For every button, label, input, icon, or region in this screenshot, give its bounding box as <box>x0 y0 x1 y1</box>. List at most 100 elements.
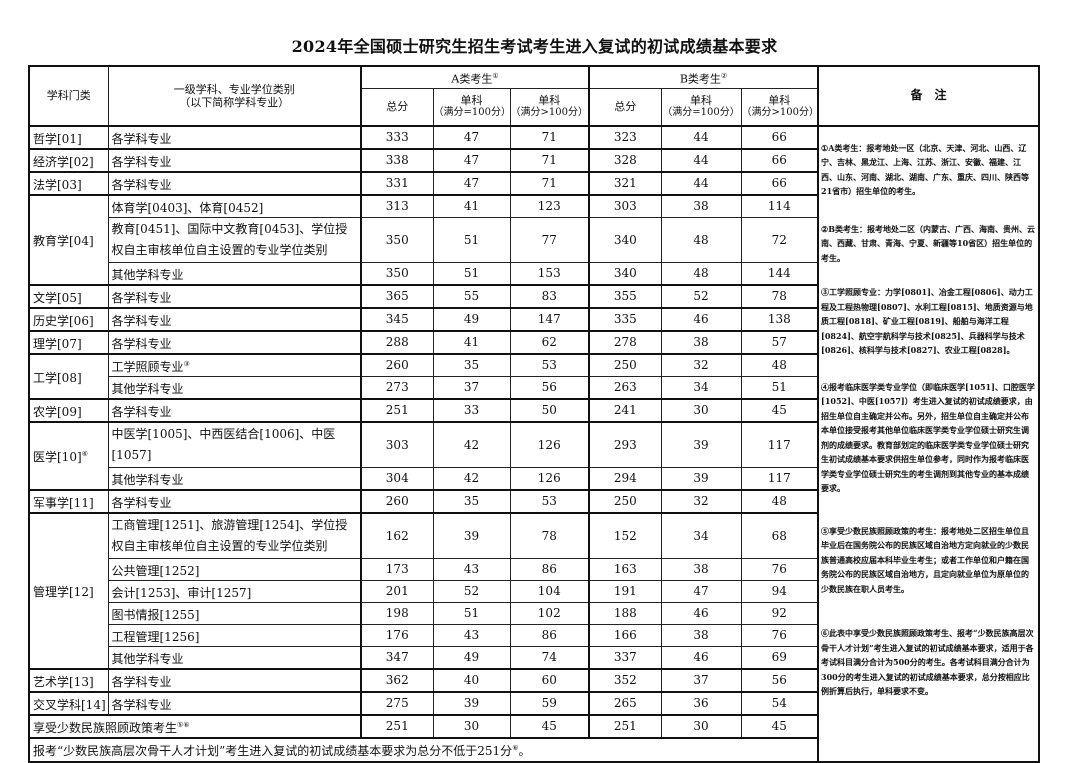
major-cell: 公共管理[1252] <box>107 557 362 581</box>
a-single-over100-cell: 102 <box>509 601 591 625</box>
major-label: 其他学科专业 <box>111 651 184 666</box>
b-total-cell: 251 <box>588 714 662 739</box>
table-row: 交叉学科[14] 各学科专业 275 39 59 265 36 54 <box>28 691 1039 716</box>
minority-label: 享受少数民族照顾政策考生 <box>33 720 178 735</box>
b-single-100-cell: 38 <box>660 557 742 581</box>
major-label: 教育[0451]、国际中文教育[0453]、学位授权自主审核单位自主设置的专业学… <box>111 222 348 257</box>
b-single-100-cell: 48 <box>660 216 742 263</box>
b-single-100-cell: 37 <box>660 668 742 693</box>
a-single-100-cell: 42 <box>432 466 511 491</box>
b-single-100-cell: 34 <box>660 512 742 559</box>
major-label: 其他学科专业 <box>111 472 184 487</box>
category-footnote: ④ <box>81 450 88 458</box>
a-single-100-cell: 42 <box>432 421 511 468</box>
b-total-cell: 163 <box>588 557 662 581</box>
header-remarks: 备 注 <box>817 65 1040 126</box>
a-single-100-cell: 33 <box>432 398 511 423</box>
b-single-over100-cell: 66 <box>740 148 819 173</box>
a-single-100-cell: 51 <box>432 601 511 625</box>
major-label: 工商管理[1251]、旅游管理[1254]、学位授权自主审核单位自主设置的专业学… <box>111 518 348 553</box>
b-total-cell: 352 <box>588 668 662 693</box>
b-single-over100-cell: 45 <box>740 398 819 423</box>
table-row: 管理学[12] 工商管理[1251]、旅游管理[1254]、学位授权自主审核单位自… <box>28 512 1039 670</box>
major-cell: 各学科专业 <box>107 171 362 196</box>
group-a-label: A类考生 <box>451 72 493 86</box>
table-row: 历史学[06] 各学科专业 345 49 147 335 46 138 <box>28 307 1039 332</box>
b-single-100-cell: 44 <box>660 171 742 196</box>
major-label: 各学科专业 <box>111 336 172 351</box>
header-single-note: （满分=100分） <box>662 107 740 119</box>
header-major-line2: （以下简称学科专业） <box>179 95 290 109</box>
remark-note: ④报考临床医学类专业学位（即临床医学[1051]、口腔医学[1052]、中医[1… <box>821 381 1035 494</box>
b-single-over100-cell: 76 <box>740 557 819 581</box>
a-total-cell: 304 <box>360 466 434 491</box>
a-single-over100-cell: 53 <box>509 353 591 377</box>
b-single-over100-cell: 68 <box>740 512 819 559</box>
table-row: 会计[1253]、审计[1257] 201 52 104 191 47 94 <box>29 579 1039 603</box>
table-row: 文学[05] 各学科专业 365 55 83 355 52 78 <box>28 284 1039 309</box>
a-single-over100-cell: 71 <box>509 171 591 196</box>
a-total-cell: 331 <box>360 171 434 196</box>
table-row: 艺术学[13] 各学科专业 362 40 60 352 37 56 <box>28 668 1039 693</box>
a-single-over100-cell: 56 <box>509 375 591 400</box>
b-total-cell: 293 <box>588 421 662 468</box>
category-label: 法学[03] <box>33 177 82 192</box>
major-label: 工程管理[1256] <box>111 629 200 644</box>
a-total-cell: 176 <box>360 623 434 647</box>
score-table: 学科门类 一级学科、专业学位类别 （以下简称学科专业） A类考生① B类考生② … <box>28 65 1041 763</box>
a-total-cell: 350 <box>360 216 434 263</box>
a-single-100-cell: 40 <box>432 668 511 693</box>
category-cell: 农学[09] <box>28 398 109 423</box>
a-single-over100-cell: 74 <box>509 645 591 670</box>
a-single-over100-cell: 147 <box>509 307 591 332</box>
category-cell: 艺术学[13] <box>28 668 109 693</box>
category-cell: 教育学[04] <box>28 194 109 286</box>
major-label: 各学科专业 <box>111 697 172 712</box>
table-row: 工学[08] 工学照顾专业③ 260 35 53 250 32 48 <box>28 353 1039 400</box>
major-label: 其他学科专业 <box>111 267 184 282</box>
b-total-cell: 265 <box>588 691 662 716</box>
group-b-footnote: ② <box>720 71 728 80</box>
b-single-100-cell: 34 <box>660 375 742 400</box>
a-single-over100-cell: 77 <box>509 216 591 263</box>
a-single-over100-cell: 123 <box>509 194 591 218</box>
page-title: 2024年全国硕士研究生招生考试考生进入复试的初试成绩基本要求 <box>291 37 778 56</box>
b-single-over100-cell: 117 <box>740 421 819 468</box>
a-single-100-cell: 30 <box>432 714 511 739</box>
b-single-100-cell: 30 <box>660 714 742 739</box>
a-single-100-cell: 37 <box>432 375 511 400</box>
remarks-cell: ①A类考生：报考地处一区（北京、天津、河北、山西、辽宁、吉林、黑龙江、上海、江苏… <box>817 125 1040 763</box>
major-label: 工学照顾专业 <box>111 359 184 374</box>
major-cell: 工学照顾专业③ <box>107 353 362 377</box>
b-total-cell: 278 <box>588 330 662 355</box>
b-single-100-cell: 47 <box>660 579 742 603</box>
major-label: 各学科专业 <box>111 177 172 192</box>
major-cell: 工商管理[1251]、旅游管理[1254]、学位授权自主审核单位自主设置的专业学… <box>107 512 362 559</box>
a-single-100-cell: 39 <box>432 512 511 559</box>
b-single-over100-cell: 92 <box>740 601 819 625</box>
b-single-100-cell: 46 <box>660 645 742 670</box>
a-total-cell: 201 <box>360 579 434 603</box>
b-single-over100-cell: 48 <box>740 353 819 377</box>
major-cell: 各学科专业 <box>107 668 362 693</box>
a-total-cell: 251 <box>360 714 434 739</box>
b-single-over100-cell: 54 <box>740 691 819 716</box>
a-single-100-cell: 51 <box>432 261 511 286</box>
category-label: 医学[10] <box>33 450 82 464</box>
b-total-cell: 152 <box>588 512 662 559</box>
a-single-100-cell: 51 <box>432 216 511 263</box>
b-single-100-cell: 38 <box>660 623 742 647</box>
a-total-cell: 347 <box>360 645 434 670</box>
a-total-cell: 288 <box>360 330 434 355</box>
b-single-over100-cell: 56 <box>740 668 819 693</box>
remark-note: ②B类考生：报考地处二区（内蒙古、广西、海南、贵州、云南、西藏、甘肃、青海、宁夏… <box>821 223 1035 263</box>
a-single-100-cell: 41 <box>432 330 511 355</box>
major-label: 各学科专业 <box>111 404 172 419</box>
a-single-100-cell: 47 <box>432 171 511 196</box>
header-single-label: 单科 <box>690 94 713 108</box>
b-single-100-cell: 39 <box>660 466 742 491</box>
a-single-over100-cell: 126 <box>509 466 591 491</box>
b-single-over100-cell: 72 <box>740 216 819 263</box>
b-single-over100-cell: 94 <box>740 579 819 603</box>
major-footnote: ③ <box>183 359 190 368</box>
